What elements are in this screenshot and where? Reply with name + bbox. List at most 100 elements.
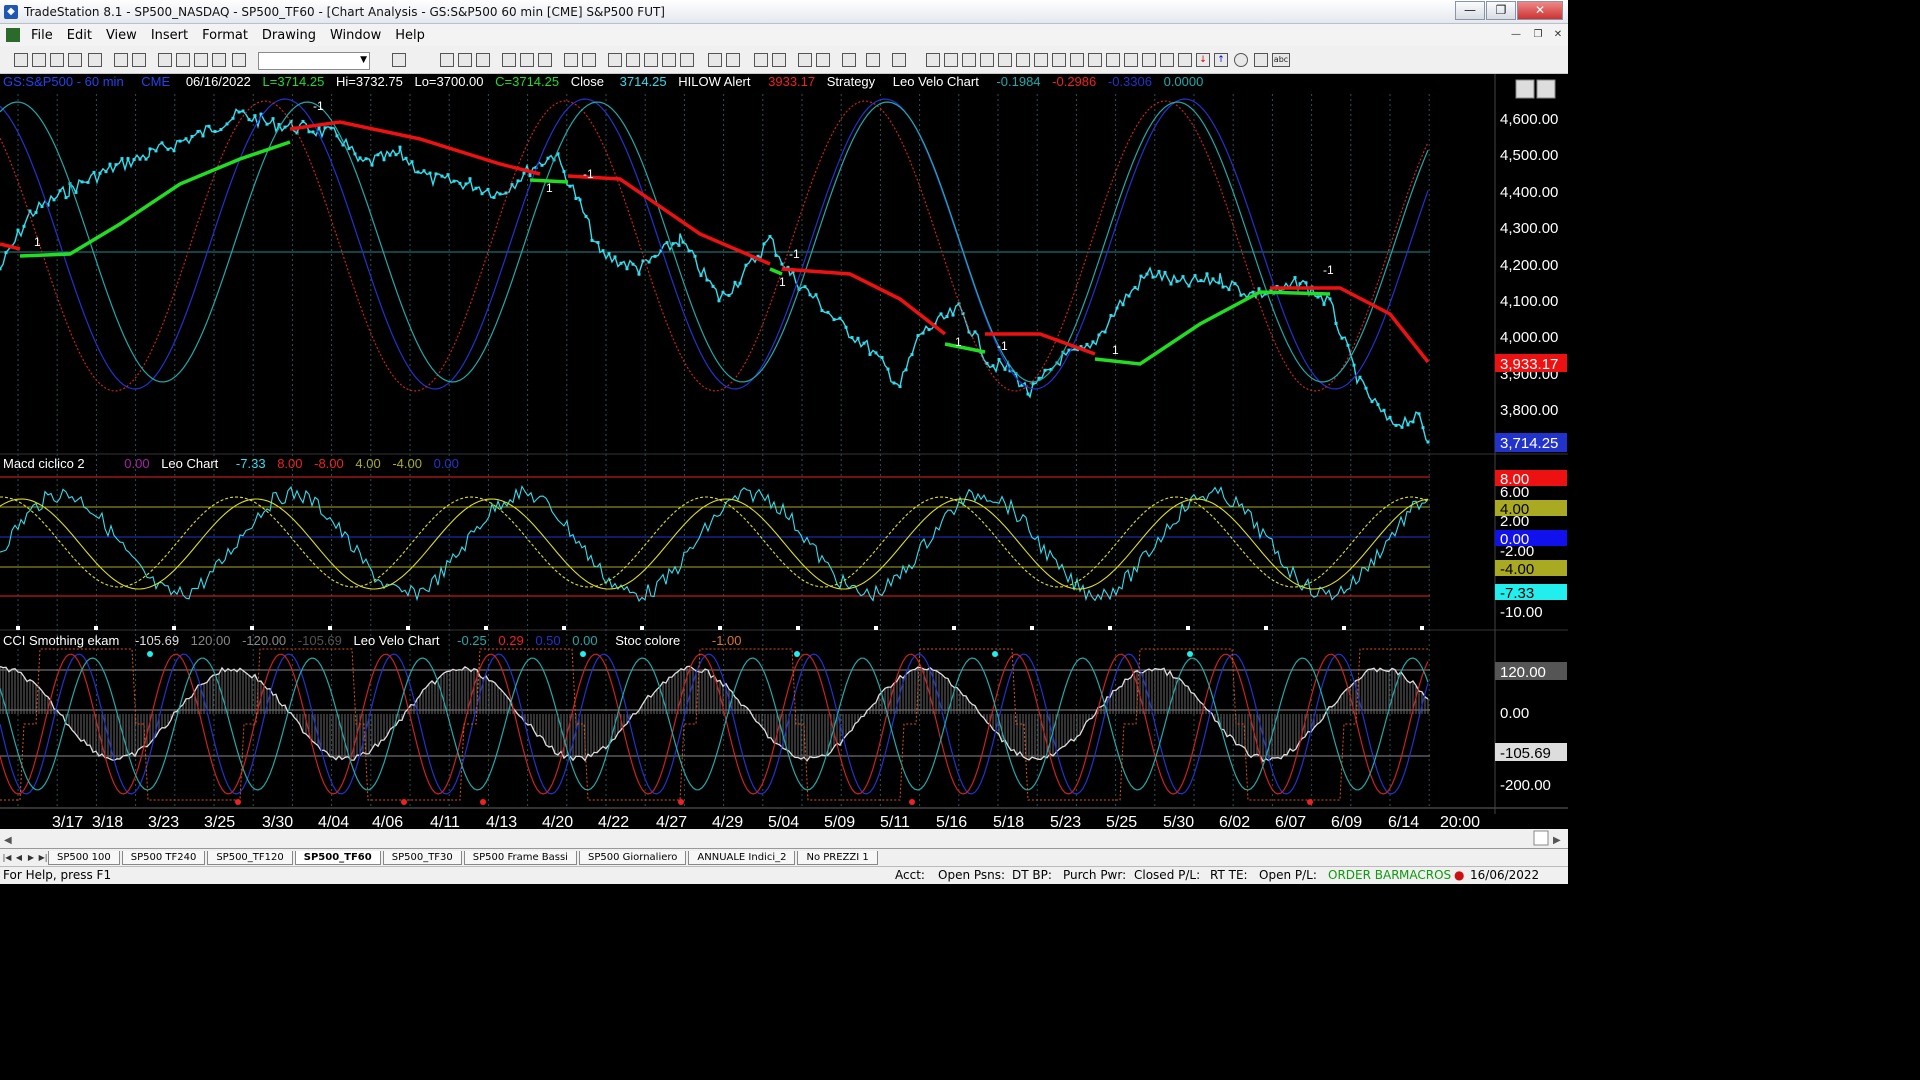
layout-icon[interactable] [176,53,190,67]
workspace-icon[interactable] [212,53,226,67]
minimize-button[interactable]: — [1455,1,1485,20]
order-icon[interactable] [538,53,552,67]
up-arrow-icon[interactable]: ↑ [1214,53,1228,67]
prev-tab-icon[interactable]: ◀ [15,852,23,862]
trade-label: -1 [1323,263,1334,277]
curve-icon[interactable] [1178,53,1192,67]
matrix-icon[interactable] [476,53,490,67]
compress-bars-icon[interactable] [726,53,740,67]
macro-icon[interactable] [232,53,246,67]
tab-sp500-tf60[interactable]: SP500_TF60 [294,850,381,865]
tab-sp500-frame-bassi[interactable]: SP500 Frame Bassi [463,850,577,865]
arc-icon[interactable] [1142,53,1156,67]
print-icon[interactable] [132,53,146,67]
symbol-combo[interactable]: ▼ [258,52,370,70]
indicator-icon[interactable] [564,53,578,67]
channel-icon[interactable] [1052,53,1066,67]
regression-icon[interactable] [1106,53,1120,67]
hand-icon[interactable] [866,53,880,67]
speed-lines-icon[interactable] [1016,53,1030,67]
parallel-icon[interactable] [1124,53,1138,67]
menu-help[interactable]: Help [395,27,425,43]
bar-icon[interactable] [608,53,622,67]
chart-analysis-icon[interactable] [440,53,454,67]
fib-icon[interactable] [980,53,994,67]
zoom-bars-icon[interactable] [708,53,722,67]
chart-doc-icon[interactable] [6,28,20,42]
scroll-left-icon[interactable]: ◀ [4,835,12,846]
tab-sp500-giornaliero[interactable]: SP500 Giornaliero [578,850,687,865]
window-icon[interactable] [158,53,172,67]
open-icon[interactable] [32,53,46,67]
first-tab-icon[interactable]: |◀ [2,852,12,862]
kagi-icon[interactable] [680,53,694,67]
print-preview-icon[interactable] [114,53,128,67]
maximize-button[interactable]: ❐ [1486,1,1516,20]
new-icon[interactable] [14,53,28,67]
scroll-thumb[interactable] [1533,830,1549,846]
zoom-out-icon[interactable] [772,53,786,67]
pane-minimize-icon[interactable] [1515,79,1535,99]
macd-pane[interactable] [0,464,1495,628]
menu-drawing[interactable]: Drawing [261,27,316,43]
cci-pane[interactable] [0,640,1495,810]
candle-icon[interactable] [626,53,640,67]
eraser-icon[interactable] [892,53,906,67]
menu-format[interactable]: Format [202,27,248,43]
gann-icon[interactable] [998,53,1012,67]
close-button[interactable]: ✕ [1517,1,1563,20]
horizontal-lines-icon[interactable] [962,53,976,67]
mdi-restore-icon[interactable]: ❐ [1533,29,1543,40]
scroll-right-icon[interactable]: ▶ [1553,835,1561,846]
arrow-icon[interactable] [1088,53,1102,67]
text-icon[interactable]: abc [1272,53,1290,67]
tab-no-prezzi[interactable]: No PREZZI 1 [797,850,878,865]
chart-area[interactable]: 1 -1 1 -1 1 -1 1 -1 1 -1 GS:S&P500 - 60 min CME 0… [0,74,1568,848]
pointer-icon[interactable] [798,53,812,67]
zoom-in-icon[interactable] [754,53,768,67]
data-window-icon[interactable] [816,53,830,67]
tools-icon[interactable] [842,53,856,67]
ruler-icon[interactable] [1160,53,1174,67]
tab-sp500-tf120[interactable]: SP500_TF120 [207,850,293,865]
andrews-icon[interactable] [1034,53,1048,67]
line-chart-icon[interactable] [644,53,658,67]
macd-marker [250,626,254,630]
status-macros[interactable]: MACROS [1399,868,1452,882]
price-pane[interactable] [0,74,1495,452]
menu-view[interactable]: View [105,27,137,43]
menu-edit[interactable]: Edit [66,27,92,43]
price-bar [416,170,420,174]
folder-icon[interactable] [88,53,102,67]
next-tab-icon[interactable]: ▶ [27,852,35,862]
tab-annuale-indici[interactable]: ANNUALE Indici_2 [688,850,796,865]
last-tab-icon[interactable]: ▶| [38,852,48,862]
save-all-icon[interactable] [68,53,82,67]
scanner-icon[interactable] [520,53,534,67]
down-arrow-icon[interactable]: ↓ [1196,53,1210,67]
menu-window[interactable]: Window [329,27,382,43]
find-icon[interactable] [392,53,406,67]
vertical-lines-icon[interactable] [944,53,958,67]
mdi-minimize-icon[interactable]: — [1511,29,1521,40]
chart-svg[interactable]: 1-11-11-11 -1 1-1 GS:S&P500 - 60 min CME 0… [0,74,1568,848]
vertical-line-icon[interactable] [1070,53,1084,67]
point-figure-icon[interactable] [662,53,676,67]
trendline-icon[interactable] [926,53,940,67]
tab-sp500-100[interactable]: SP500 100 [48,850,120,865]
ellipse-icon[interactable] [1234,53,1248,67]
lock-icon[interactable] [194,53,208,67]
mdi-close-icon[interactable]: ✕ [1553,29,1563,40]
save-icon[interactable] [50,53,64,67]
horizontal-scrollbar[interactable] [0,829,1568,848]
menu-insert[interactable]: Insert [150,27,189,43]
status-order-bar[interactable]: ORDER BAR [1328,868,1400,882]
strategy-icon[interactable] [582,53,596,67]
menu-file[interactable]: File [31,27,53,43]
radar-screen-icon[interactable] [458,53,472,67]
tab-sp500-tf30[interactable]: SP500_TF30 [382,850,462,865]
pane-maximize-icon[interactable] [1536,79,1556,99]
rectangle-icon[interactable] [1254,53,1268,67]
options-icon[interactable] [502,53,516,67]
tab-sp500-tf240[interactable]: SP500 TF240 [121,850,206,865]
